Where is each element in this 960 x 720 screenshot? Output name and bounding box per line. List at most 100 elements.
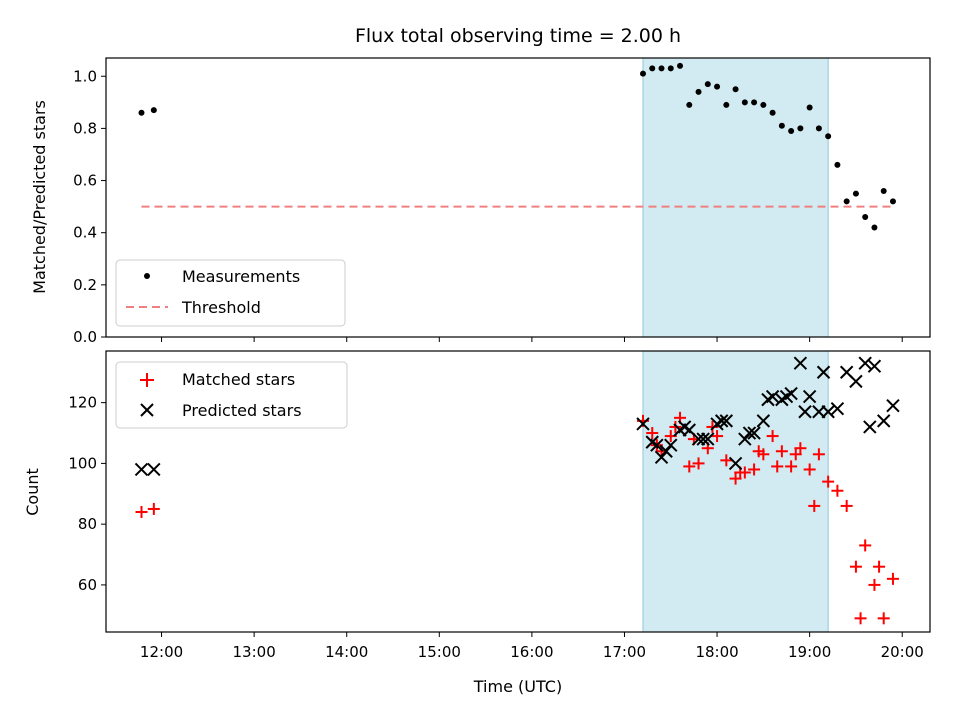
x-marker-b: [134, 462, 149, 477]
measurement-point: [686, 101, 693, 108]
measurement-point: [769, 109, 776, 116]
legend-box: [115, 259, 346, 327]
legend-label-threshold: Threshold: [181, 298, 261, 317]
measurement-point: [843, 198, 850, 205]
measurement-point: [889, 198, 896, 205]
x-marker-b: [714, 414, 729, 428]
panel-ratio-shaded-interval: [642, 57, 829, 338]
matched-star-point: [692, 457, 705, 470]
x-tick-label: 15:00: [418, 643, 461, 661]
predicted-star-point: [654, 450, 669, 465]
predicted-star-point: [793, 356, 808, 370]
predicted-star-point: [147, 462, 161, 477]
x-marker-b: [636, 417, 650, 431]
predicted-star-point: [696, 432, 710, 446]
matched-star-point: [808, 499, 821, 512]
y-tick-label: 0.0: [73, 328, 97, 346]
x-marker-b: [867, 359, 882, 373]
x-marker-b: [742, 426, 757, 440]
x-tick-label: 20:00: [881, 643, 924, 661]
predicted-star-point: [849, 374, 863, 389]
predicted-star-point: [747, 426, 761, 440]
predicted-star-point: [728, 456, 743, 471]
measurement-point: [815, 125, 822, 132]
x-marker-b: [747, 426, 761, 440]
predicted-star-point: [877, 414, 891, 428]
matched-star-point: [886, 572, 899, 585]
legend-label-measurements: Measurements: [182, 267, 300, 286]
y-tick-label: 0.4: [73, 224, 97, 242]
measurement-point: [150, 107, 157, 114]
measurement-point: [658, 65, 665, 72]
x-marker-b: [858, 356, 872, 370]
predicted-star-point: [867, 359, 882, 373]
matched-star-point: [748, 463, 761, 476]
x-marker-b: [682, 423, 696, 437]
y-tick-label: 0.6: [73, 172, 97, 190]
measurement-points: [138, 62, 896, 231]
predicted-star-point: [659, 444, 673, 458]
matched-star-point: [752, 445, 765, 458]
y-tick-label: 120: [68, 394, 97, 412]
matched-star-point: [135, 506, 148, 519]
panel-count-frame: [105, 350, 931, 633]
x-marker-b: [728, 456, 743, 471]
matched-star-point: [873, 560, 886, 573]
matched-star-point: [147, 502, 160, 515]
measurement-point: [751, 99, 758, 106]
x-marker-b: [839, 365, 854, 379]
measurement-point: [825, 133, 832, 140]
measurement-point: [880, 187, 887, 194]
x-marker-b: [821, 405, 835, 419]
x-marker-b: [761, 392, 775, 407]
x-tick-label: 14:00: [325, 643, 368, 661]
x-marker-b: [756, 414, 771, 428]
panel-ratio: 0.0 0.2 0.4 0.6 0.8 1.0 Matched/Predicted sta…: [30, 57, 931, 346]
measurement-point: [639, 70, 646, 77]
x-marker-b: [816, 365, 831, 379]
panel-count-shaded-interval: [642, 350, 829, 633]
predicted-stars-points: [134, 356, 900, 477]
predicted-star-point: [636, 417, 650, 431]
matched-star-point: [803, 463, 816, 476]
predicted-star-point: [742, 426, 757, 440]
predicted-star-point: [863, 420, 877, 434]
panel-count-y-axis-label: Count: [23, 468, 42, 516]
matched-star-point: [822, 475, 835, 488]
predicted-star-point: [821, 405, 835, 419]
matched-star-point: [646, 427, 659, 440]
legend-box: [115, 361, 348, 429]
measurement-point: [732, 86, 739, 93]
predicted-star-point: [779, 389, 794, 404]
matched-star-point: [766, 430, 779, 443]
matched-star-point: [854, 612, 867, 625]
x-axis-label: Time (UTC): [473, 677, 562, 696]
measurement-point: [852, 190, 859, 197]
predicted-star-point: [756, 414, 771, 428]
matched-star-point: [771, 460, 784, 473]
measurement-point: [714, 83, 721, 90]
predicted-star-point: [664, 438, 678, 452]
predicted-star-point: [714, 414, 729, 428]
measurement-point: [138, 109, 145, 116]
x-tick-label: 12:00: [140, 643, 183, 661]
measurement-point: [778, 122, 785, 129]
matched-star-point: [812, 448, 825, 461]
x-marker-b: [650, 438, 664, 452]
x-tick-label: 13:00: [233, 643, 276, 661]
x-marker-b: [849, 374, 863, 389]
legend-label-matched-stars: Matched stars: [182, 370, 295, 389]
panel-ratio-y-axis-label: Matched/Predicted stars: [30, 100, 49, 294]
panel-ratio-y-ticks: 0.0 0.2 0.4 0.6 0.8 1.0: [73, 67, 106, 346]
panel-ratio-legend: Measurements Threshold: [115, 259, 346, 327]
x-marker-b: [664, 438, 678, 452]
legend-marker-measurements: [144, 273, 150, 279]
measurement-point: [741, 99, 748, 106]
measurement-point: [695, 88, 702, 95]
matched-star-point: [840, 499, 853, 512]
matched-star-point: [669, 420, 682, 433]
measurement-point: [649, 65, 656, 72]
matched-star-point: [849, 560, 862, 573]
measurement-point: [667, 65, 674, 72]
